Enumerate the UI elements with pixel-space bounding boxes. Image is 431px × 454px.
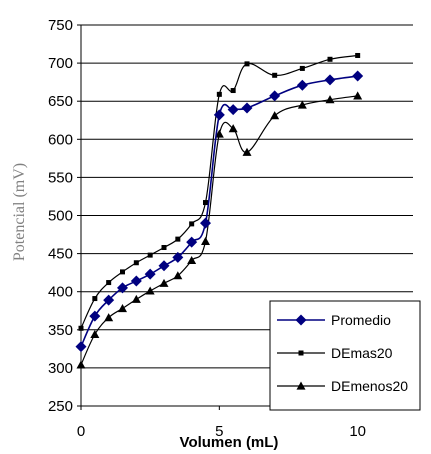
y-tick-label: 700: [48, 55, 73, 72]
data-point: [145, 286, 155, 295]
data-point: [272, 72, 278, 78]
y-tick-label: 550: [48, 169, 73, 186]
data-point: [118, 303, 127, 313]
data-point: [92, 296, 98, 302]
data-point: [227, 104, 239, 116]
y-tick-label: 650: [48, 93, 73, 110]
data-point: [187, 255, 197, 265]
data-point: [90, 329, 100, 338]
legend-marker: [298, 350, 304, 356]
data-point: [144, 268, 156, 280]
legend-label: DEmas20: [331, 345, 393, 361]
legend-item: DEmenos20: [277, 378, 408, 394]
series-DEmas20: [78, 52, 361, 331]
legend-label: DEmenos20: [331, 378, 408, 394]
data-point: [161, 245, 167, 251]
data-point: [104, 313, 114, 322]
y-tick-label: 450: [48, 246, 73, 263]
data-point: [158, 260, 170, 272]
data-point: [352, 70, 364, 82]
data-point: [230, 88, 236, 94]
series-DEmenos20: [76, 91, 363, 369]
data-point: [325, 95, 335, 104]
y-tick-label: 750: [48, 17, 73, 34]
legend-label: Promedio: [331, 312, 391, 328]
data-point: [244, 61, 250, 67]
data-point: [200, 217, 211, 229]
data-point: [327, 56, 333, 62]
data-point: [228, 124, 238, 133]
y-tick-label: 250: [48, 398, 73, 415]
data-point: [131, 294, 141, 303]
data-point: [299, 65, 305, 71]
data-point: [270, 111, 280, 120]
x-tick-label: 0: [77, 423, 85, 440]
legend-marker: [295, 314, 307, 326]
legend: Promedio DEmas20 DEmenos20: [269, 300, 421, 411]
gridlines: [77, 24, 413, 407]
data-point: [172, 251, 184, 263]
data-point: [175, 236, 181, 242]
y-tick-label: 500: [48, 208, 73, 225]
data-point: [216, 91, 222, 97]
y-axis-label: Potencial (mV): [11, 163, 28, 261]
data-point: [189, 221, 195, 227]
data-point: [75, 341, 87, 353]
series-layer: [75, 52, 364, 369]
data-point: [269, 90, 281, 102]
legend-marker: [296, 381, 306, 390]
data-point: [130, 275, 142, 287]
data-point: [103, 294, 115, 306]
y-tick-label: 300: [48, 360, 73, 377]
y-tick-labels: 250 300 350 400 450 500 550 600 650 700 750: [48, 17, 73, 415]
data-point: [296, 79, 308, 91]
data-point: [78, 325, 84, 331]
data-point: [147, 252, 153, 258]
legend-item: DEmas20: [277, 345, 393, 361]
data-point: [133, 260, 139, 266]
x-tick-label: 5: [215, 423, 223, 440]
data-point: [89, 310, 101, 322]
data-point: [241, 102, 253, 114]
data-point: [353, 91, 363, 100]
x-axis-label: Volumen (mL): [180, 434, 279, 451]
data-point: [214, 129, 224, 138]
data-point: [201, 236, 210, 246]
data-point: [120, 269, 125, 275]
series-Promedio: [75, 70, 364, 353]
y-tick-label: 400: [48, 284, 73, 301]
data-point: [242, 147, 252, 156]
data-point: [297, 100, 307, 109]
legend-box: [269, 300, 421, 411]
data-point: [117, 282, 128, 294]
legend-item: Promedio: [277, 312, 391, 328]
data-point: [106, 280, 112, 286]
data-point: [173, 271, 183, 280]
data-point: [203, 200, 208, 206]
data-point: [186, 236, 198, 248]
data-point: [76, 360, 86, 369]
data-point: [213, 109, 225, 121]
y-tick-label: 350: [48, 322, 73, 339]
data-point: [355, 52, 361, 58]
data-point: [159, 278, 169, 287]
x-tick-label: 10: [349, 423, 366, 440]
data-point: [324, 74, 336, 86]
y-tick-label: 600: [48, 131, 73, 148]
